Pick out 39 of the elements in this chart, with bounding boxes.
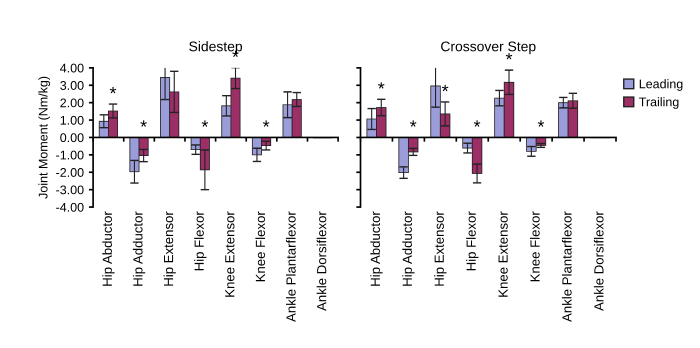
annotation: * bbox=[262, 120, 270, 127]
x-tick-label: Hip Extensor bbox=[164, 211, 176, 286]
annotation: * bbox=[410, 120, 416, 127]
x-tick-label: Hip Abductor bbox=[102, 211, 115, 286]
x-tick-label: Hip Extensor bbox=[434, 211, 446, 286]
y-tick-label: 2.00 bbox=[60, 98, 84, 108]
annotation: * bbox=[202, 120, 208, 127]
y-tick-label: -4.00 bbox=[56, 202, 84, 212]
x-tick-label: Ankle Dorsiflexor bbox=[594, 211, 604, 311]
annotation: * bbox=[474, 120, 480, 127]
x-tick-label: Hip Adductor bbox=[132, 211, 146, 286]
x-tick-label: Knee Extensor bbox=[498, 211, 508, 297]
legend-label: Trailing bbox=[639, 97, 678, 109]
x-tick-label: Knee Extensor bbox=[225, 211, 234, 297]
annotation: * bbox=[442, 84, 448, 92]
y-axis-title: Joint Moment (Nm/kg) bbox=[38, 76, 50, 199]
y-tick-label: -1.00 bbox=[56, 150, 84, 160]
annotation: * bbox=[140, 120, 147, 127]
legend-label: Leading bbox=[640, 79, 682, 91]
x-tick-label: Hip Flexor bbox=[466, 211, 478, 270]
y-tick-label: 1.00 bbox=[60, 116, 84, 125]
x-tick-label: Ankle Plantarflexor bbox=[286, 211, 296, 322]
x-tick-label: Ankle Plantarflexor bbox=[562, 211, 572, 322]
y-tick-label: 4.00 bbox=[60, 64, 84, 73]
y-tick-label: -3.00 bbox=[56, 185, 84, 194]
annotation: * bbox=[110, 87, 116, 94]
annotation: * bbox=[378, 82, 384, 89]
x-tick-label: Hip Abductor bbox=[370, 211, 383, 286]
y-tick-label: -2.00 bbox=[56, 168, 84, 177]
annotation: * bbox=[506, 53, 512, 60]
chart-title: Crossover Step bbox=[441, 41, 536, 54]
x-tick-label: Knee Flexor bbox=[255, 211, 266, 282]
x-tick-label: Hip Adductor bbox=[402, 211, 415, 286]
y-tick-label: 3.00 bbox=[60, 81, 84, 90]
annotation: * bbox=[538, 120, 544, 127]
y-tick-label: 0.00 bbox=[60, 133, 84, 142]
x-tick-label: Hip Flexor bbox=[194, 211, 206, 270]
x-tick-label: Knee Flexor bbox=[530, 211, 540, 282]
x-tick-label: Ankle Dorsiflexor bbox=[316, 211, 326, 311]
